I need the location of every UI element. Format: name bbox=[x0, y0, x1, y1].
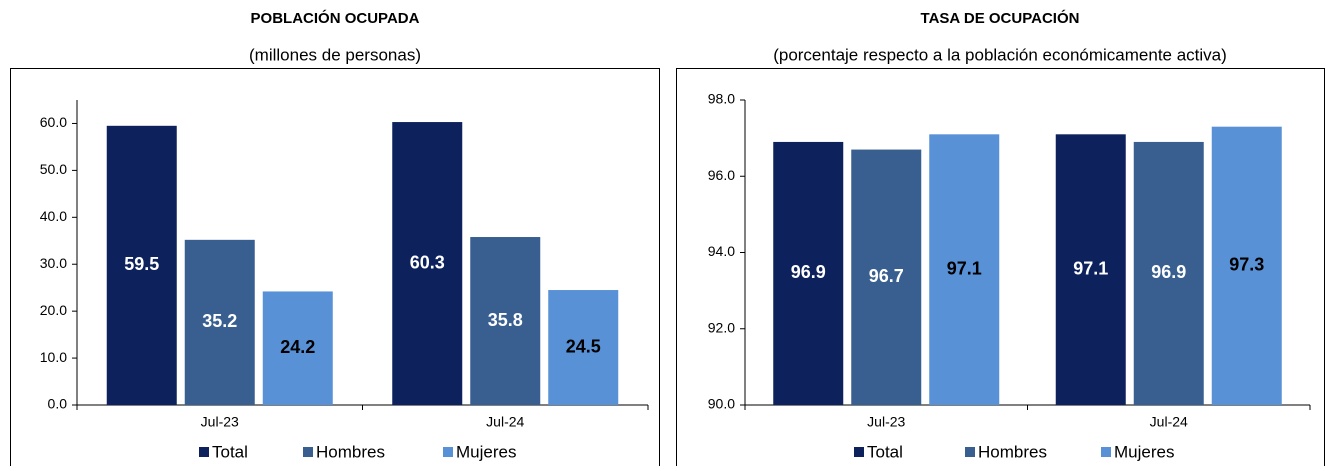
chart-subtitle: (porcentaje respecto a la población econ… bbox=[773, 45, 1227, 64]
bar bbox=[470, 237, 541, 405]
data-label: 60.3 bbox=[410, 252, 445, 272]
bar bbox=[184, 239, 255, 405]
legend-swatch bbox=[199, 447, 209, 457]
data-label: 96.9 bbox=[791, 262, 826, 282]
y-tick-label: 98.0 bbox=[708, 91, 735, 107]
data-label: 96.7 bbox=[869, 266, 904, 286]
bar bbox=[929, 134, 1000, 405]
y-tick-label: 96.0 bbox=[708, 167, 735, 183]
legend-label: Mujeres bbox=[456, 442, 516, 461]
y-tick-label: 92.0 bbox=[708, 319, 735, 335]
x-tick-label: Jul-24 bbox=[486, 414, 524, 430]
data-label: 24.2 bbox=[280, 337, 315, 357]
chart-subtitle: (millones de personas) bbox=[249, 45, 421, 64]
data-label: 24.5 bbox=[566, 336, 601, 356]
legend-swatch bbox=[303, 447, 313, 457]
bar bbox=[1133, 141, 1204, 405]
bar bbox=[851, 149, 922, 405]
data-label: 35.2 bbox=[202, 311, 237, 331]
bar bbox=[1211, 126, 1282, 405]
y-tick-label: 20.0 bbox=[40, 302, 67, 318]
y-tick-label: 40.0 bbox=[40, 208, 67, 224]
data-label: 96.9 bbox=[1151, 262, 1186, 282]
data-label: 97.1 bbox=[1073, 258, 1108, 278]
legend-label: Total bbox=[212, 442, 248, 461]
y-tick-label: 94.0 bbox=[708, 243, 735, 259]
y-tick-label: 50.0 bbox=[40, 161, 67, 177]
y-tick-label: 10.0 bbox=[40, 349, 67, 365]
y-tick-label: 60.0 bbox=[40, 114, 67, 130]
legend-swatch bbox=[1101, 447, 1111, 457]
legend-label: Hombres bbox=[316, 442, 385, 461]
chart-title: POBLACIÓN OCUPADA bbox=[251, 9, 420, 27]
bar bbox=[106, 125, 177, 406]
chart-title: TASA DE OCUPACIÓN bbox=[921, 9, 1080, 27]
legend-swatch bbox=[965, 447, 975, 457]
data-label: 35.8 bbox=[488, 310, 523, 330]
bar bbox=[392, 122, 463, 406]
bar bbox=[1055, 134, 1126, 405]
bar bbox=[773, 141, 844, 405]
x-tick-label: Jul-23 bbox=[867, 414, 905, 430]
legend-swatch bbox=[443, 447, 453, 457]
x-tick-label: Jul-24 bbox=[1150, 414, 1188, 430]
y-tick-label: 90.0 bbox=[708, 396, 735, 412]
data-label: 59.5 bbox=[124, 254, 159, 274]
legend-label: Hombres bbox=[978, 442, 1047, 461]
data-label: 97.3 bbox=[1229, 255, 1264, 275]
bar bbox=[262, 291, 333, 405]
legend-label: Total bbox=[867, 442, 903, 461]
bar bbox=[548, 290, 619, 405]
data-label: 97.1 bbox=[947, 258, 982, 278]
legend-swatch bbox=[854, 447, 864, 457]
x-tick-label: Jul-23 bbox=[201, 414, 239, 430]
y-tick-label: 0.0 bbox=[48, 396, 68, 412]
y-tick-label: 30.0 bbox=[40, 255, 67, 271]
legend-label: Mujeres bbox=[1114, 442, 1174, 461]
